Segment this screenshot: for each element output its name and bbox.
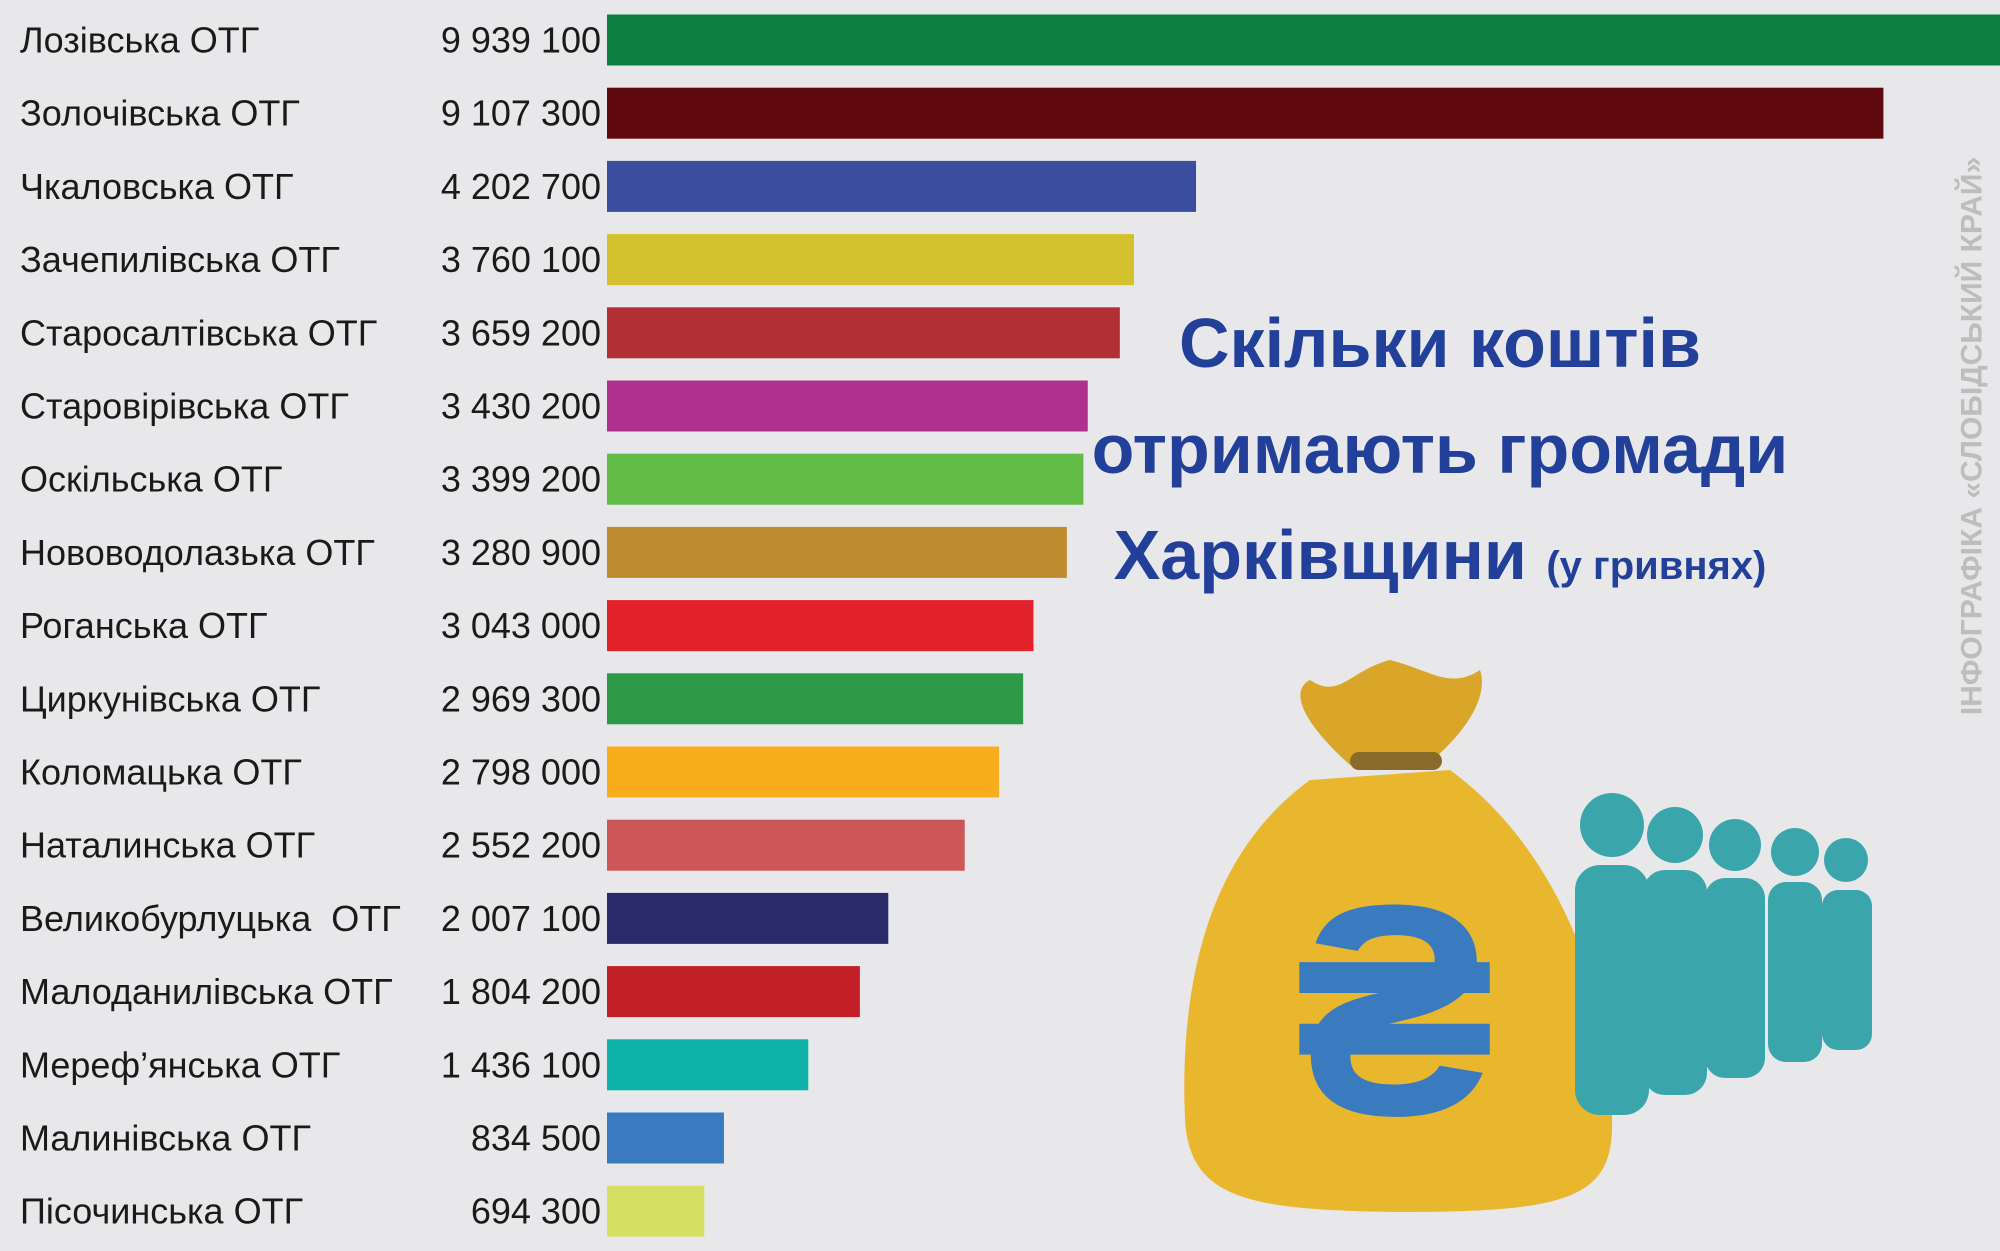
people-icon [1575, 793, 1872, 1115]
subtitle: (у гривнях) [1546, 544, 1767, 588]
value-label: 3 043 000 [441, 605, 601, 646]
value-label: 2 798 000 [441, 752, 601, 793]
value-label: 2 552 200 [441, 825, 601, 866]
value-label: 834 500 [471, 1118, 601, 1159]
category-label: Чкаловська ОТГ [20, 166, 294, 207]
bar [607, 307, 1120, 359]
value-label: 9 939 100 [441, 20, 601, 61]
credit: ІНФОГРАФІКА «СЛОБІДСЬКИЙ КРАЙ» [1955, 157, 1989, 715]
title-text: Скільки коштів отримають громади Харківщ… [1091, 304, 1789, 594]
category-label: Роганська ОТГ [20, 605, 268, 646]
value-label: 3 280 900 [441, 532, 601, 573]
category-label: Малоданилівська ОТГ [20, 971, 393, 1012]
bar [607, 892, 889, 944]
value-label: 3 760 100 [441, 239, 601, 280]
category-label: Зачепилівська ОТГ [20, 239, 340, 280]
svg-text:₴: ₴ [1295, 842, 1495, 1178]
category-label: Старосалтівська ОТГ [20, 312, 377, 353]
value-label: 694 300 [471, 1191, 601, 1232]
value-label: 4 202 700 [441, 166, 601, 207]
bar [607, 87, 1884, 139]
bar [607, 746, 1000, 798]
category-label: Нововодолазька ОТГ [20, 532, 375, 573]
value-label: 1 436 100 [441, 1044, 601, 1085]
category-label: Малинівська ОТГ [20, 1118, 311, 1159]
bar [607, 380, 1088, 432]
category-label: Пісочинська ОТГ [20, 1191, 303, 1232]
bar [607, 600, 1034, 652]
value-label: 3 399 200 [441, 459, 601, 500]
bar [607, 1112, 724, 1164]
value-label: 1 804 200 [441, 971, 601, 1012]
money-bag: ₴ [1184, 660, 1613, 1212]
category-label: Лозівська ОТГ [20, 20, 259, 61]
chart-title: Скільки коштів отримають громади Харківщ… [1025, 290, 1855, 619]
category-label: Мереф’янська ОТГ [20, 1044, 340, 1085]
value-label: 2 007 100 [441, 898, 601, 939]
bar [607, 819, 965, 871]
category-label: Циркунівська ОТГ [20, 678, 320, 719]
bar [607, 453, 1084, 505]
bar [607, 1039, 809, 1091]
bar [607, 1185, 705, 1237]
value-label: 9 107 300 [441, 93, 601, 134]
value-label: 3 659 200 [441, 312, 601, 353]
value-label: 3 430 200 [441, 386, 601, 427]
category-label: Великобурлуцька ОТГ [20, 898, 401, 939]
category-label: Наталинська ОТГ [20, 825, 315, 866]
bar [607, 966, 860, 1018]
bar [607, 234, 1134, 286]
category-label: Старовірівська ОТГ [20, 386, 349, 427]
bar [607, 526, 1067, 578]
value-label: 2 969 300 [441, 678, 601, 719]
bar [607, 160, 1197, 212]
bar [607, 14, 2000, 66]
bar [607, 673, 1024, 725]
category-label: Оскільська ОТГ [20, 459, 282, 500]
category-label: Коломацька ОТГ [20, 752, 302, 793]
category-label: Золочівська ОТГ [20, 93, 300, 134]
